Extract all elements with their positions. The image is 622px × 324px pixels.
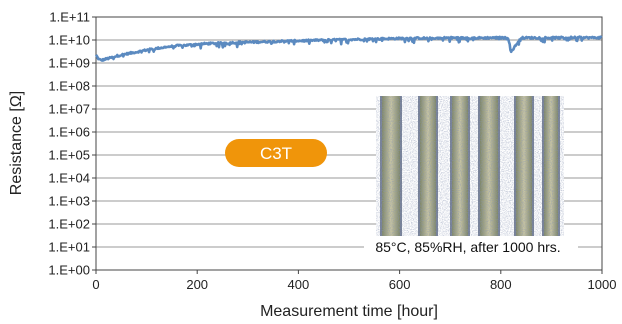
plot-area	[95, 16, 603, 271]
y-tick-label: 1.E+02	[48, 217, 90, 232]
y-tick-label: 1.E+08	[48, 79, 90, 94]
y-tick-label: 1.E+01	[48, 240, 90, 255]
y-axis: 1.E+00 1.E+01 1.E+02 1.E+03 1.E+04 1.E+05 1.E+…	[48, 10, 96, 278]
x-tick-label: 200	[186, 277, 208, 292]
c3t-badge	[225, 139, 327, 167]
y-tick-label: 1.E+09	[48, 56, 90, 71]
x-tick-label: 400	[288, 277, 310, 292]
x-tick-label: 1000	[588, 277, 617, 292]
y-tick-label: 1.E+07	[48, 102, 90, 117]
series-line	[94, 35, 603, 62]
inset-caption: 85°C, 85%RH, after 1000 hrs.	[375, 239, 560, 255]
y-tick-label: 1.E+00	[48, 263, 90, 278]
y-tick-label: 1.E+04	[48, 171, 90, 186]
x-tick-label: 800	[490, 277, 512, 292]
x-tick-label: 0	[92, 277, 99, 292]
c3t-badge-label: C3T	[260, 144, 292, 163]
series-layer	[94, 35, 603, 62]
y-tick-label: 1.E+03	[48, 194, 90, 209]
x-axis: 0 200 400 600 800 1000	[92, 270, 616, 292]
caption-background	[364, 237, 578, 257]
y-tick-label: 1.E+05	[48, 148, 90, 163]
y-tick-label: 1.E+11	[49, 10, 90, 25]
chart-grid	[96, 39, 602, 248]
y-tick-label: 1.E+10	[48, 33, 90, 48]
inset-photo-speckle	[376, 96, 564, 236]
x-tick-label: 600	[389, 277, 411, 292]
inset-photo	[376, 96, 564, 236]
x-axis-title: Measurement time [hour]	[260, 303, 438, 320]
y-axis-title: Resistance [Ω]	[8, 91, 25, 195]
y-tick-label: 1.E+06	[48, 125, 90, 140]
